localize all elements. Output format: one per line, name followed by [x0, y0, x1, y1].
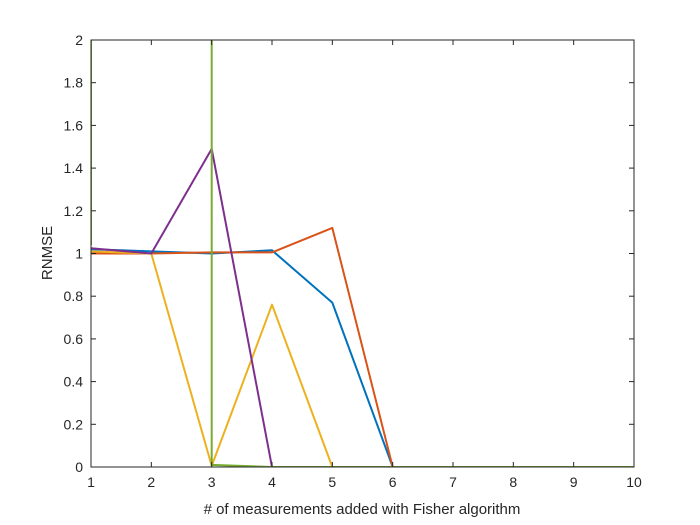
x-tick-label: 4 — [268, 474, 276, 490]
x-tick-label: 7 — [449, 474, 457, 490]
y-tick-label: 0.2 — [64, 416, 84, 432]
y-tick-label: 0.6 — [64, 331, 84, 347]
series-layer — [91, 40, 634, 467]
series-line-4 — [91, 147, 634, 467]
x-tick-label: 9 — [570, 474, 578, 490]
y-tick-label: 0.8 — [64, 288, 84, 304]
x-axis-label: # of measurements added with Fisher algo… — [204, 501, 521, 518]
y-tick-label: 1.6 — [64, 117, 84, 133]
y-tick-label: 0 — [75, 459, 83, 475]
y-tick-label: 2 — [75, 32, 83, 48]
y-tick-label: 1.4 — [64, 160, 84, 176]
x-tick-label: 5 — [328, 474, 336, 490]
y-tick-label: 1 — [75, 246, 83, 262]
x-tick-label: 3 — [208, 474, 216, 490]
y-tick-label: 0.4 — [64, 374, 84, 390]
series-line-3 — [91, 250, 634, 467]
series-line-2 — [91, 226, 634, 467]
x-tick-label: 10 — [626, 474, 642, 490]
x-tick-label: 8 — [509, 474, 517, 490]
x-tick-label: 6 — [389, 474, 397, 490]
y-tick-label: 1.8 — [64, 75, 84, 91]
tick-layer: 1 2 3 4 5 6 7 8 9 10 0 0.2 0.4 0.6 0.8 1 1.2 1.4 1.6 1.8 2 — [64, 32, 642, 490]
x-tick-label: 1 — [87, 474, 95, 490]
y-tick-label: 1.2 — [64, 203, 84, 219]
y-axis-label: RNMSE — [39, 226, 56, 280]
x-tick-label: 2 — [147, 474, 155, 490]
